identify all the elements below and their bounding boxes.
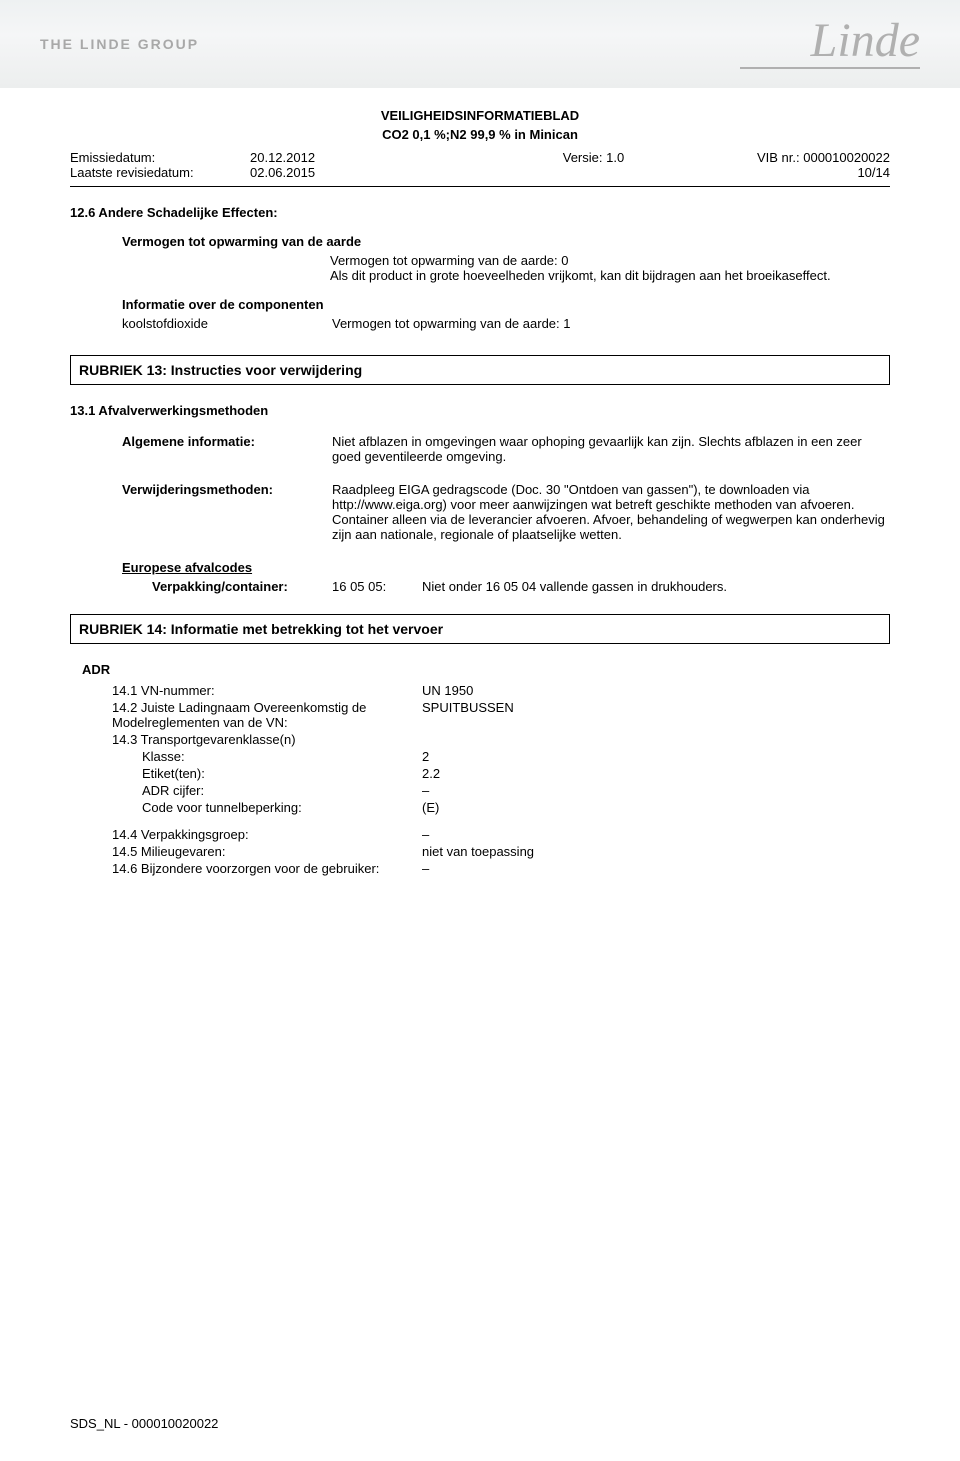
section-13-1-heading: 13.1 Afvalverwerkingsmethoden (70, 403, 890, 418)
adr-6-value: – (422, 861, 890, 876)
revisie-value: 02.06.2015 (250, 165, 430, 180)
disposal-methods-row: Verwijderingsmethoden: Raadpleeg EIGA ge… (70, 482, 890, 542)
versie-value: 1.0 (606, 150, 624, 165)
vib: VIB nr.: 000010020022 (757, 150, 890, 165)
adr-row-1: 14.1 VN-nummer: UN 1950 (82, 683, 890, 698)
section-12-6-heading: 12.6 Andere Schadelijke Effecten: (70, 205, 890, 220)
adr-3d-label: Code voor tunnelbeperking: (142, 800, 422, 815)
group-name: THE LINDE GROUP (40, 36, 199, 52)
logo-underline (740, 67, 920, 69)
gwp-title: Vermogen tot opwarming van de aarde (122, 234, 890, 249)
adr-3b-value: 2.2 (422, 766, 890, 781)
page-number: 10/14 (857, 165, 890, 180)
gwp-line1: Vermogen tot opwarming van de aarde: 0 (330, 253, 890, 268)
euro-title: Europese afvalcodes (122, 560, 890, 575)
emissie-label: Emissiedatum: (70, 150, 250, 165)
components-title: Informatie over de componenten (122, 297, 890, 312)
adr-row-3d: Code voor tunnelbeperking: (E) (82, 800, 890, 815)
gwp-line2: Als dit product in grote hoeveelheden vr… (330, 268, 890, 283)
euro-row: Verpakking/container: 16 05 05: Niet ond… (152, 579, 890, 594)
adr-1-value: UN 1950 (422, 683, 890, 698)
adr-row-4: 14.4 Verpakkingsgroep: – (82, 827, 890, 842)
versie: Versie: 1.0 (430, 150, 757, 165)
doc-subtitle: CO2 0,1 %;N2 99,9 % in Minican (70, 127, 890, 142)
adr-4-value: – (422, 827, 890, 842)
adr-2-value: SPUITBUSSEN (422, 700, 890, 730)
global-warming-block: Vermogen tot opwarming van de aarde Verm… (70, 234, 890, 331)
disposal-methods-label: Verwijderingsmethoden: (122, 482, 332, 542)
disposal-methods-value: Raadpleeg EIGA gedragscode (Doc. 30 "Ont… (332, 482, 890, 542)
adr-title: ADR (82, 662, 890, 677)
vib-label: VIB nr.: (757, 150, 800, 165)
adr-row-3: 14.3 Transportgevarenklasse(n) (82, 732, 890, 747)
emissie-value: 20.12.2012 (250, 150, 430, 165)
adr-3-label: 14.3 Transportgevarenklasse(n) (112, 732, 422, 747)
adr-2-label: 14.2 Juiste Ladingnaam Overeenkomstig de… (112, 700, 422, 730)
adr-3a-label: Klasse: (142, 749, 422, 764)
versie-label: Versie: (563, 150, 603, 165)
euro-waste-codes: Europese afvalcodes Verpakking/container… (122, 560, 890, 594)
adr-3a-value: 2 (422, 749, 890, 764)
logo-text: Linde (811, 19, 920, 62)
euro-label: Verpakking/container: (152, 579, 332, 594)
component-row: koolstofdioxide Vermogen tot opwarming v… (70, 316, 890, 331)
general-info-value: Niet afblazen in omgevingen waar ophopin… (332, 434, 890, 464)
adr-row-5: 14.5 Milieugevaren: niet van toepassing (82, 844, 890, 859)
adr-row-3a: Klasse: 2 (82, 749, 890, 764)
adr-3c-label: ADR cijfer: (142, 783, 422, 798)
revisie-label: Laatste revisiedatum: (70, 165, 250, 180)
adr-3d-value: (E) (422, 800, 890, 815)
adr-5-value: niet van toepassing (422, 844, 890, 859)
meta-row-1: Emissiedatum: 20.12.2012 Versie: 1.0 VIB… (70, 150, 890, 165)
general-info-row: Algemene informatie: Niet afblazen in om… (70, 434, 890, 464)
footer-code: SDS_NL - 000010020022 (70, 1416, 218, 1431)
adr-row-3b: Etiket(ten): 2.2 (82, 766, 890, 781)
adr-block: ADR 14.1 VN-nummer: UN 1950 14.2 Juiste … (82, 662, 890, 876)
rubriek-14-box: RUBRIEK 14: Informatie met betrekking to… (70, 614, 890, 644)
component-label: koolstofdioxide (122, 316, 332, 331)
component-value: Vermogen tot opwarming van de aarde: 1 (332, 316, 890, 331)
euro-code: 16 05 05: (332, 579, 422, 594)
adr-3c-value: – (422, 783, 890, 798)
vib-value: 000010020022 (803, 150, 890, 165)
adr-6-label: 14.6 Bijzondere voorzorgen voor de gebru… (112, 861, 422, 876)
adr-3b-label: Etiket(ten): (142, 766, 422, 781)
meta-row-2: Laatste revisiedatum: 02.06.2015 10/14 (70, 165, 890, 180)
adr-5-label: 14.5 Milieugevaren: (112, 844, 422, 859)
linde-logo: Linde (740, 19, 920, 68)
euro-text: Niet onder 16 05 04 vallende gassen in d… (422, 579, 727, 594)
adr-1-label: 14.1 VN-nummer: (112, 683, 422, 698)
header-band: THE LINDE GROUP Linde (0, 0, 960, 88)
adr-row-3c: ADR cijfer: – (82, 783, 890, 798)
adr-4-label: 14.4 Verpakkingsgroep: (112, 827, 422, 842)
adr-row-2: 14.2 Juiste Ladingnaam Overeenkomstig de… (82, 700, 890, 730)
rubriek-13-box: RUBRIEK 13: Instructies voor verwijderin… (70, 355, 890, 385)
adr-row-6: 14.6 Bijzondere voorzorgen voor de gebru… (82, 861, 890, 876)
divider (70, 186, 890, 187)
doc-title: VEILIGHEIDSINFORMATIEBLAD (70, 108, 890, 123)
general-info-label: Algemene informatie: (122, 434, 332, 464)
page-content: VEILIGHEIDSINFORMATIEBLAD CO2 0,1 %;N2 9… (0, 88, 960, 918)
